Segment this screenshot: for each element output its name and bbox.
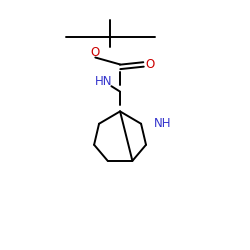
- Text: HN: HN: [95, 75, 113, 88]
- Text: O: O: [145, 58, 154, 71]
- Text: NH: NH: [154, 117, 171, 130]
- Text: O: O: [91, 46, 100, 59]
